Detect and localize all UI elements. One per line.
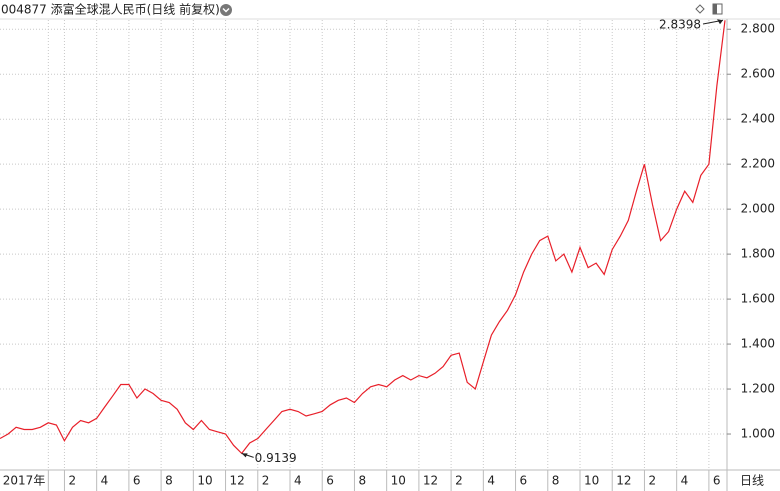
x-tick-label: 12	[423, 474, 438, 488]
x-tick-label: 10	[197, 474, 212, 488]
x-tick-label: 2017年	[3, 474, 46, 488]
x-tick-label: 2	[68, 474, 76, 488]
x-tick-label: 4	[294, 474, 302, 488]
max-arrow-head	[717, 19, 723, 25]
menu-button[interactable]	[220, 4, 232, 16]
x-tick-label: 4	[681, 474, 689, 488]
y-tick-label: 1.800	[741, 247, 775, 261]
x-tick-label: 2	[648, 474, 656, 488]
price-line	[0, 20, 726, 455]
y-tick-label: 1.200	[741, 382, 775, 396]
x-tick-label: 2	[455, 474, 463, 488]
y-tick-label: 2.800	[741, 22, 775, 36]
x-tick-label: 2	[262, 474, 270, 488]
x-tick-label: 12	[616, 474, 631, 488]
x-tick-label: 6	[520, 474, 528, 488]
y-tick-label: 1.400	[741, 337, 775, 351]
x-tick-label: 6	[713, 474, 721, 488]
x-tick-label: 4	[101, 474, 109, 488]
x-tick-label: 6	[326, 474, 334, 488]
x-tick-label: 8	[165, 474, 173, 488]
menu-chevron	[222, 7, 230, 13]
y-tick-label: 2.200	[741, 157, 775, 171]
x-tick-label: 10	[391, 474, 406, 488]
period-label: 日线	[740, 474, 764, 488]
y-tick-label: 2.600	[741, 67, 775, 81]
x-tick-label: 4	[487, 474, 495, 488]
y-tick-label: 2.400	[741, 112, 775, 126]
max-label: 2.8398	[659, 18, 701, 32]
y-tick-label: 1.600	[741, 292, 775, 306]
min-label: 0.9139	[255, 451, 297, 465]
x-tick-label: 10	[584, 474, 599, 488]
x-tick-label: 8	[552, 474, 560, 488]
panel-icon-fill	[713, 4, 717, 14]
x-tick-label: 8	[358, 474, 366, 488]
diamond-icon[interactable]	[695, 4, 705, 14]
x-tick-label: 6	[133, 474, 141, 488]
chart-title: 004877 添富全球混人民币(日线 前复权)	[1, 2, 220, 17]
x-tick-label: 12	[230, 474, 245, 488]
y-tick-label: 1.000	[741, 427, 775, 441]
y-tick-label: 2.000	[741, 202, 775, 216]
min-arrow-head	[241, 453, 248, 458]
